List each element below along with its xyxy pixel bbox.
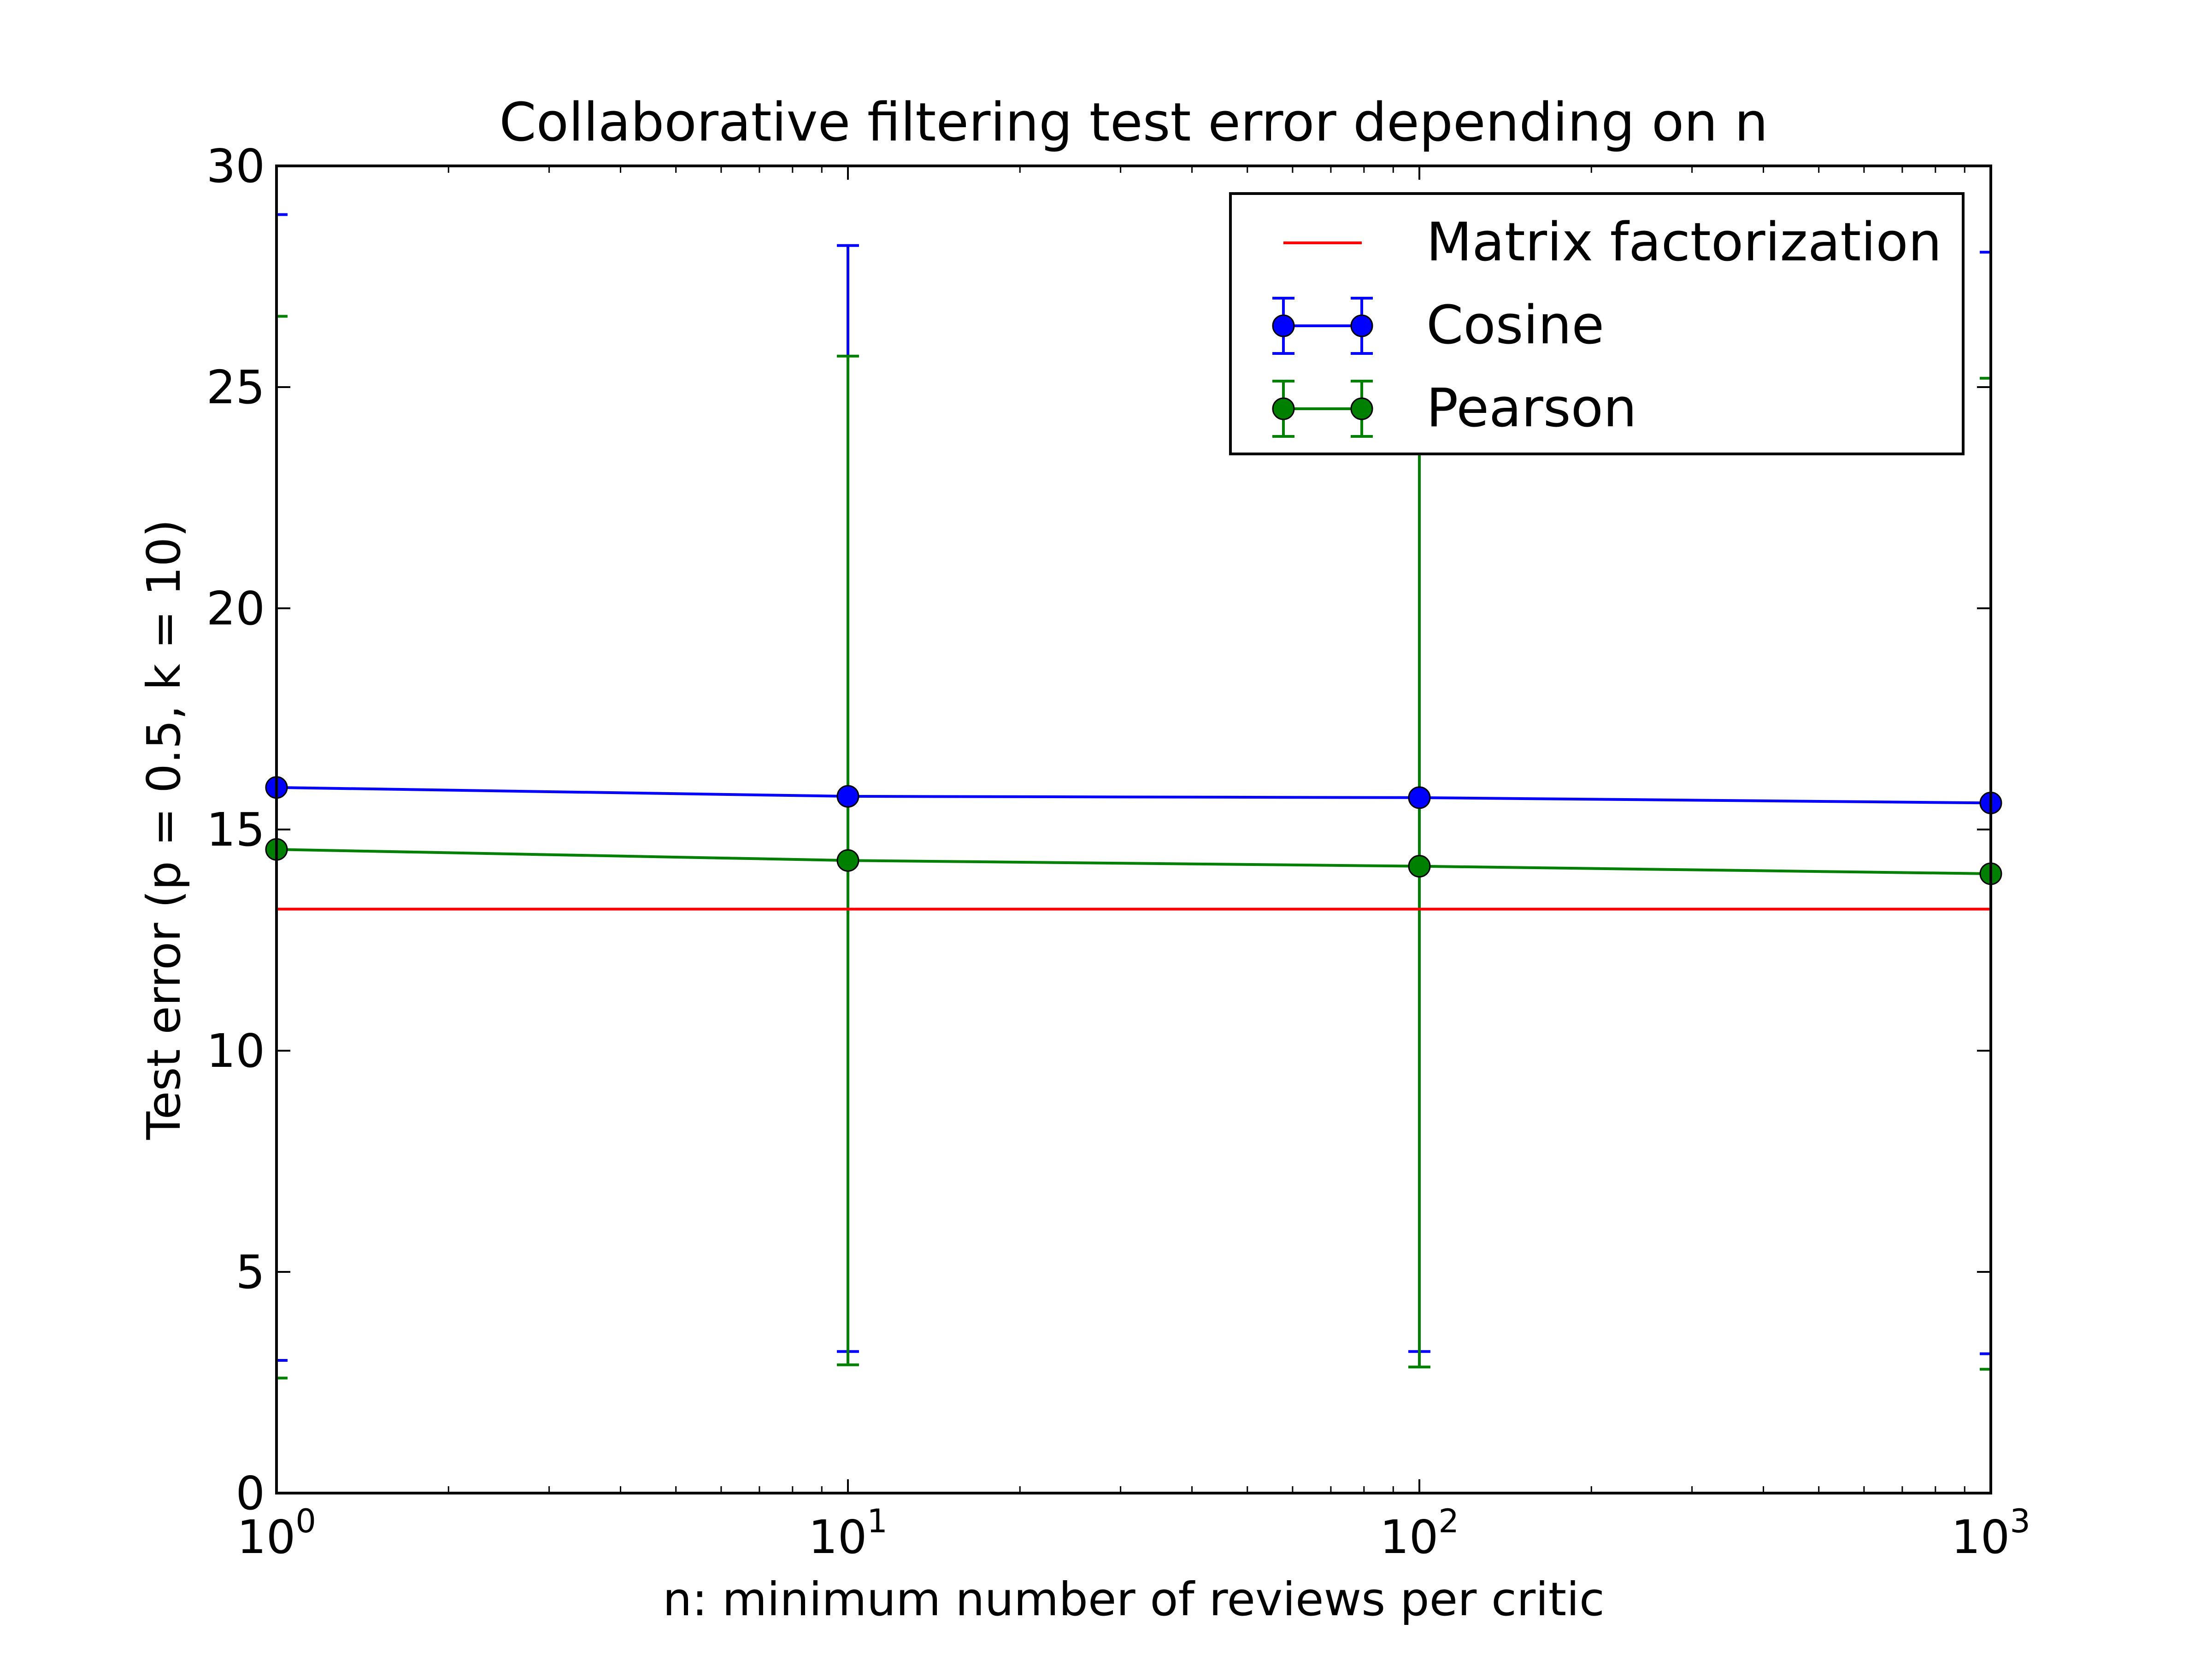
- y-axis-label: Test error (p = 0.5, k = 10): [137, 519, 191, 1141]
- legend-marker-pearson: [1350, 397, 1373, 420]
- plot-frame: [275, 165, 1992, 1494]
- point-pearson: [1408, 855, 1431, 878]
- x-tick-base: 10: [1380, 1510, 1438, 1564]
- x-tick-label: 102: [1380, 1502, 1459, 1564]
- x-tick-exponent: 0: [295, 1502, 316, 1540]
- y-tick-label: 15: [206, 803, 265, 857]
- y-tick-label: 20: [206, 582, 265, 635]
- series-line-cosine: [276, 786, 1991, 805]
- legend-label: Matrix factorization: [1426, 212, 1942, 273]
- y-tick-label: 25: [206, 360, 265, 414]
- x-tick-exponent: 3: [2010, 1502, 2030, 1540]
- point-pearson: [836, 849, 859, 872]
- legend-label: Pearson: [1426, 377, 1637, 439]
- y-tick-label: 10: [206, 1024, 265, 1078]
- series-line-pearson: [276, 848, 1991, 875]
- x-tick-base: 10: [808, 1510, 867, 1564]
- x-tick-base: 10: [1951, 1510, 2010, 1564]
- x-tick-exponent: 1: [867, 1502, 888, 1540]
- x-tick-label: 103: [1951, 1502, 2030, 1564]
- x-tick-exponent: 2: [1438, 1502, 1459, 1540]
- x-tick-base: 10: [237, 1510, 295, 1564]
- y-tick-label: 30: [206, 139, 265, 193]
- y-tick-label: 0: [235, 1466, 265, 1520]
- legend-label: Cosine: [1426, 294, 1604, 356]
- y-tick-label: 5: [235, 1245, 265, 1299]
- legend: Matrix factorization Cosine Pearson: [1229, 192, 1965, 455]
- series-lines: [276, 786, 1991, 911]
- legend-marker-cosine: [1272, 314, 1295, 337]
- legend-marker-pearson: [1272, 397, 1295, 420]
- x-tick-label: 101: [808, 1502, 888, 1564]
- x-tick-label: 100: [237, 1502, 316, 1564]
- chart-title: Collaborative filtering test error depen…: [499, 92, 1768, 153]
- point-cosine: [1408, 786, 1431, 809]
- legend-marker-cosine: [1350, 314, 1373, 337]
- point-cosine: [836, 785, 859, 808]
- x-axis-label: n: minimum number of reviews per critic: [663, 1572, 1605, 1626]
